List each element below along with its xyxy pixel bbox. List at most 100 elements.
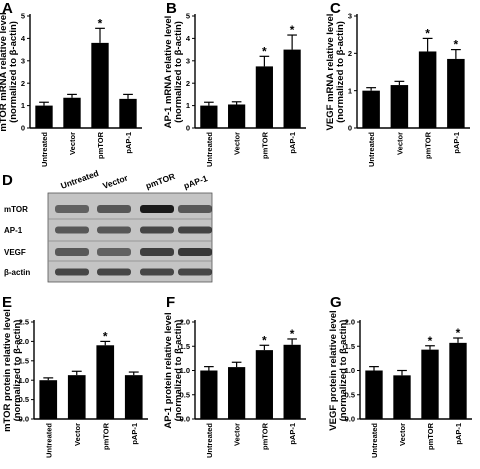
blot-row-label: β-actin <box>4 268 30 277</box>
x-tick-label: pAP-1 <box>288 132 297 154</box>
significance-star: * <box>290 327 295 341</box>
y-axis-label-line: (normalized to β-actin) <box>173 21 184 123</box>
bar-vector <box>393 375 411 419</box>
significance-star: * <box>290 23 295 37</box>
y-tick-label: 3 <box>348 12 352 21</box>
y-tick-label: 1.0 <box>19 376 29 385</box>
bar-pap-1 <box>447 58 465 128</box>
bar-pap-1 <box>119 98 137 128</box>
bar-vector <box>63 97 81 128</box>
blot-band <box>140 226 174 234</box>
x-tick-label: Vector <box>73 423 82 446</box>
bar-pmtor <box>91 42 109 128</box>
y-tick-label: 0.5 <box>19 395 29 404</box>
y-axis-label-line: (normalized to β-actin) <box>173 320 184 422</box>
panel-letter: C <box>330 0 341 17</box>
blot-band <box>55 226 89 234</box>
chart-panel-b: BAP-1 mRNA relative level(normalized to … <box>163 0 306 167</box>
bar-pmtor <box>418 51 437 128</box>
blot-band <box>178 268 212 276</box>
y-tick-label: 2 <box>348 49 352 58</box>
bar-vector <box>390 85 409 128</box>
y-tick-label: 3 <box>186 56 190 65</box>
blot-band <box>140 268 174 276</box>
y-tick-label: 2.0 <box>180 318 190 327</box>
y-tick-label: 1.0 <box>345 366 355 375</box>
bar-pmtor <box>421 349 439 419</box>
blot-band <box>97 248 131 256</box>
y-tick-label: 2.0 <box>345 318 355 327</box>
y-tick-label: 3 <box>21 56 25 65</box>
bar-pmtor <box>255 66 273 128</box>
bar-pmtor <box>255 350 273 419</box>
y-axis-label: VEGF protein relative level(normalized t… <box>328 310 349 430</box>
bar-untreated <box>365 370 383 419</box>
y-tick-label: 0.0 <box>345 415 355 424</box>
bar-vector <box>228 367 246 419</box>
blot-band <box>55 268 89 276</box>
y-tick-label: 0.5 <box>345 390 355 399</box>
bar-untreated <box>35 105 53 128</box>
bar-pap-1 <box>124 375 143 419</box>
bar-vector <box>67 375 86 419</box>
y-axis-label-line: AP-1 mRNA relative level <box>163 16 174 129</box>
bar-untreated <box>200 370 218 419</box>
y-axis-label-line: AP-1 protein relative level <box>163 312 174 428</box>
y-tick-label: 1 <box>348 86 352 95</box>
x-tick-label: pAP-1 <box>452 132 461 154</box>
blot-column-label: pmTOR <box>144 171 176 191</box>
blot-band <box>55 248 89 256</box>
y-axis-label-line: VEGF mRNA relative level <box>325 14 336 131</box>
blot-row-label: mTOR <box>4 205 28 214</box>
blot-column-label: Vector <box>101 172 129 191</box>
significance-star: * <box>98 16 103 30</box>
blot-band <box>97 226 131 234</box>
x-tick-label: Vector <box>398 423 407 446</box>
y-tick-label: 5 <box>186 12 190 21</box>
y-axis-label: VEGF mRNA relative level(normalized to β… <box>325 14 346 131</box>
significance-star: * <box>262 333 267 347</box>
x-tick-label: pmTOR <box>424 131 433 159</box>
y-axis-label: mTOR protein relative level(normalized t… <box>2 309 23 432</box>
x-tick-label: pmTOR <box>426 422 435 450</box>
y-tick-label: 0.5 <box>180 390 190 399</box>
y-tick-label: 1 <box>186 101 190 110</box>
western-blot-panel-d: D Untreated Vector pmTOR pAP-1 mTOR AP-1 VEGF β-… <box>2 168 213 283</box>
y-tick-label: 4 <box>21 34 26 43</box>
panel-letter: E <box>2 294 12 311</box>
y-axis-label-line: (normalized to β-actin) <box>8 21 19 123</box>
x-tick-label: Untreated <box>40 132 49 167</box>
significance-star: * <box>454 38 459 52</box>
panel-letter: B <box>166 0 177 17</box>
blot-band <box>140 205 174 213</box>
blot-band <box>140 248 174 256</box>
significance-star: * <box>262 44 267 58</box>
y-tick-label: 1.5 <box>180 342 190 351</box>
y-tick-label: 0.0 <box>180 415 190 424</box>
bar-pap-1 <box>283 49 301 128</box>
bar-untreated <box>200 105 218 128</box>
significance-star: * <box>103 329 108 343</box>
x-tick-label: pmTOR <box>96 131 105 159</box>
chart-panel-f: FAP-1 protein relative level(normalized … <box>163 294 306 458</box>
y-tick-label: 2.0 <box>19 337 29 346</box>
y-tick-label: 0.0 <box>19 415 29 424</box>
y-tick-label: 1.5 <box>19 356 29 365</box>
panel-letter: D <box>2 172 13 189</box>
blot-band <box>178 205 212 213</box>
y-tick-label: 1.5 <box>345 342 355 351</box>
x-tick-label: Untreated <box>205 132 214 167</box>
y-axis-label-line: mTOR mRNA relative level <box>0 12 9 131</box>
y-tick-label: 0 <box>186 124 190 133</box>
y-tick-label: 5 <box>21 12 25 21</box>
panel-letter: F <box>166 294 175 311</box>
bar-untreated <box>362 90 380 128</box>
blot-band <box>178 248 212 256</box>
y-axis-label: AP-1 protein relative level(normalized t… <box>163 312 184 428</box>
x-tick-label: Untreated <box>44 423 53 458</box>
y-axis-label: AP-1 mRNA relative level(normalized to β… <box>163 16 184 129</box>
y-axis-label-line: mTOR protein relative level <box>2 309 13 432</box>
